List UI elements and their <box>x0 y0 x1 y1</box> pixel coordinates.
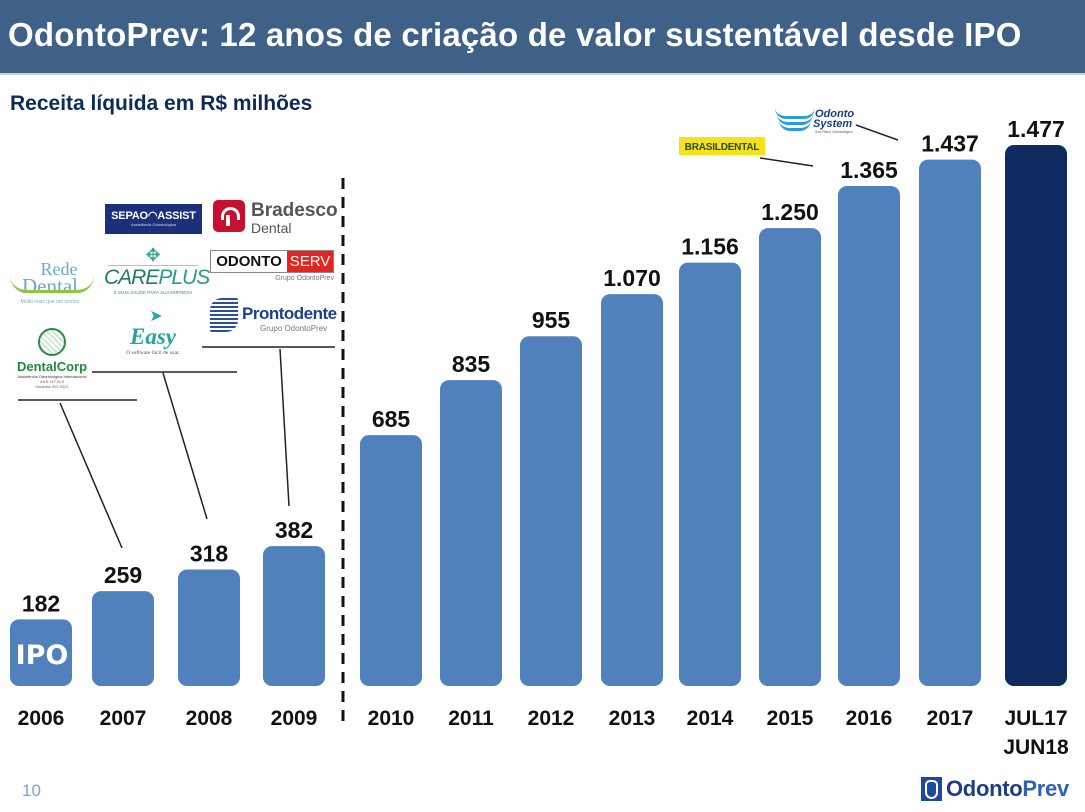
prontodente-name: Prontodente <box>242 304 337 323</box>
bar-2014 <box>679 262 741 686</box>
rededental-swoosh <box>10 276 94 293</box>
odontosystem-wave-icon <box>775 108 815 134</box>
value-label: 1.070 <box>603 265 661 291</box>
x-tick-label: JUN18 <box>1003 736 1069 759</box>
bar-2017 <box>919 159 981 687</box>
connector-dentalcorp <box>59 402 123 549</box>
x-tick-label: 2017 <box>927 707 974 730</box>
x-tick-label: 2016 <box>846 707 893 730</box>
prontodente-icon <box>210 298 238 332</box>
x-tick-label: 2007 <box>100 707 147 730</box>
odontoprev-tooth-icon <box>921 777 942 801</box>
page-number: 10 <box>22 781 41 800</box>
logo-sepao-assist: SEPAO◠ASSIST Assistência Odontológica <box>105 204 202 234</box>
logo-odontoserv: ODONTO SERV Grupo OdontoPrev <box>210 250 334 286</box>
odontosystem-line1: Odonto <box>815 108 855 120</box>
bar-2016 <box>838 186 900 687</box>
connector-brasildental <box>759 157 814 167</box>
bar-2007 <box>92 591 154 686</box>
rededental-line1: Rede <box>40 259 78 279</box>
bar-2006 <box>10 619 72 686</box>
careplus-name2: PLUS <box>158 266 210 289</box>
logo-careplus: ✥ CAREPLUS É MAIS SAÚDE PARA SUA EMPRESA <box>104 245 210 303</box>
bradesco-name: Bradesco <box>251 200 338 221</box>
x-tick-label: 2011 <box>448 707 494 730</box>
bar-2011 <box>440 380 502 686</box>
sepao-swoosh: ◠ <box>147 210 158 222</box>
connector-2009 <box>279 348 290 507</box>
sepao-name2: ASSIST <box>157 210 196 222</box>
bar-2013 <box>601 294 663 686</box>
dentalcorp-name: DentalCorp <box>16 359 88 374</box>
x-tick-label: 2015 <box>767 707 814 730</box>
brasildental-name: BRASILDENTAL <box>684 142 760 153</box>
value-label: 1.477 <box>1007 116 1065 142</box>
logo-odonto-system: Odonto System Seu Plano Odontológico <box>775 106 865 140</box>
logo-prontodente: Prontodente Grupo OdontoPrev <box>208 296 337 338</box>
logo-easy: ➤ Easy O software fácil de usar. <box>107 308 199 364</box>
bar-2015 <box>759 228 821 686</box>
x-tick-label: JUL17 <box>1004 707 1067 730</box>
odontoserv-sub: Grupo OdontoPrev <box>275 275 334 282</box>
value-label: 1.365 <box>840 157 898 183</box>
value-label: 1.437 <box>921 131 979 157</box>
value-label: 318 <box>190 541 229 567</box>
x-tick-label: 2010 <box>368 707 415 730</box>
dentalcorp-sub3: Garantia ISO 9001 <box>35 384 69 389</box>
careplus-name1: CARE <box>104 266 159 289</box>
value-label: 1.250 <box>761 199 819 225</box>
value-label: 685 <box>372 406 411 432</box>
connector-2008 <box>162 372 208 520</box>
easy-bird-icon: ➤ <box>149 308 163 325</box>
logo-rede-dental: Rede Dental Muito mais que um sorriso <box>4 259 96 314</box>
sepao-sub: Assistência Odontológica <box>131 222 176 227</box>
brand-name-part1: Odonto <box>946 776 1023 801</box>
x-tick-label: 2013 <box>609 707 656 730</box>
chart-subtitle: Receita líquida em R$ milhões <box>10 92 313 115</box>
dentalcorp-sub2: ANS 41715-9 <box>39 379 64 384</box>
brand-name-part2: Prev <box>1022 776 1069 801</box>
bar-2012 <box>520 336 582 686</box>
easy-sub: O software fácil de usar. <box>126 350 180 356</box>
bradesco-icon <box>213 200 245 232</box>
bradesco-sub: Dental <box>251 220 292 236</box>
value-label: 182 <box>22 590 60 616</box>
x-tick-label: 2012 <box>528 707 575 730</box>
x-tick-label: 2014 <box>687 707 734 730</box>
header-bar: OdontoPrev: 12 anos de criação de valor … <box>0 0 1085 75</box>
value-label: 835 <box>452 351 491 377</box>
value-label: 1.156 <box>681 234 739 260</box>
bar-2009 <box>263 546 325 686</box>
page-title: OdontoPrev: 12 anos de criação de valor … <box>8 16 1022 53</box>
value-label: 259 <box>104 562 142 588</box>
logo-dentalcorp: DentalCorp Assistência Odontológica Inte… <box>12 328 92 398</box>
ipo-label: IPO <box>16 640 69 671</box>
dentalcorp-sub1: Assistência Odontológica Internacional <box>17 374 87 379</box>
x-tick-label: 2008 <box>186 707 233 730</box>
sepao-name: SEPAO <box>111 210 148 222</box>
careplus-icon: ✥ <box>145 245 161 265</box>
bar-2008 <box>178 569 240 686</box>
value-label: 955 <box>532 307 571 333</box>
careplus-sub: É MAIS SAÚDE PARA SUA EMPRESA <box>113 290 193 295</box>
odontoserv-part1: ODONTO <box>211 251 287 272</box>
value-label: 382 <box>275 517 313 543</box>
odontoprev-brand-logo: OdontoPrev <box>921 776 1069 802</box>
easy-name: Easy <box>130 324 176 349</box>
x-tick-label: 2009 <box>271 707 318 730</box>
acquisition-connectors <box>18 124 899 549</box>
connector-odontosystem <box>855 124 899 141</box>
x-tick-label: 2006 <box>18 707 65 730</box>
bar-2010 <box>360 435 422 686</box>
logo-bradesco-dental: Bradesco Dental <box>213 200 338 240</box>
rededental-sub: Muito mais que um sorriso <box>20 299 80 305</box>
logo-brasildental: BRASILDENTAL <box>679 137 765 155</box>
prontodente-sub: Grupo OdontoPrev <box>260 324 328 333</box>
odontoserv-part2: SERV <box>287 251 333 272</box>
odontosystem-sub: Seu Plano Odontológico <box>815 130 853 134</box>
dentalcorp-globe-icon <box>38 328 66 356</box>
bar-jul17-jun18 <box>1005 145 1067 686</box>
odontosystem-line2: System <box>813 118 853 130</box>
